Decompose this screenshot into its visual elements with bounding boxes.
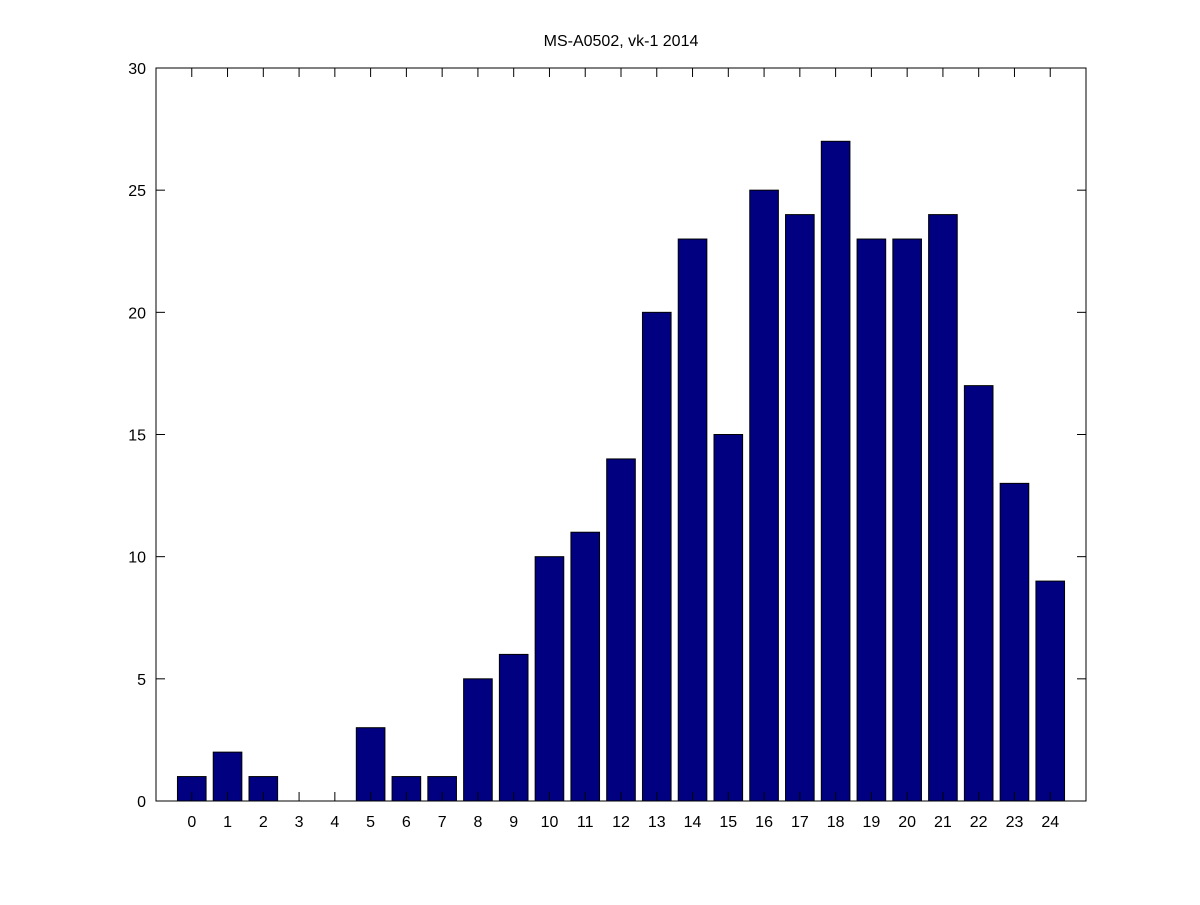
bar-8 [463, 678, 493, 802]
y-tick-label: 25 [128, 183, 146, 200]
bar-9 [498, 653, 529, 802]
x-tick-label: 24 [1041, 814, 1059, 831]
bar-11 [570, 531, 601, 802]
x-tick-label: 12 [612, 814, 630, 831]
bar-15 [713, 434, 744, 802]
x-tick-label: 16 [755, 814, 773, 831]
x-tick-label: 2 [259, 814, 268, 831]
x-tick-label: 20 [898, 814, 916, 831]
x-tick-label: 21 [934, 814, 952, 831]
bar-19 [856, 238, 887, 802]
x-tick-label: 18 [827, 814, 845, 831]
x-tick-label: 14 [684, 814, 702, 831]
x-tick-label: 7 [438, 814, 447, 831]
bar-17 [785, 214, 815, 802]
bar-20 [892, 238, 922, 802]
x-tick-label: 1 [223, 814, 232, 831]
x-tick-label: 22 [970, 814, 988, 831]
y-tick-label: 0 [137, 794, 146, 811]
bar-5 [355, 727, 386, 802]
x-tick-label: 6 [402, 814, 411, 831]
x-tick-label: 19 [862, 814, 880, 831]
x-tick-label: 23 [1006, 814, 1024, 831]
x-tick-label: 17 [791, 814, 809, 831]
y-tick-label: 5 [137, 672, 146, 689]
bar-10 [534, 556, 565, 802]
x-tick-label: 10 [541, 814, 559, 831]
x-tick-label: 8 [473, 814, 482, 831]
x-tick-label: 4 [330, 814, 339, 831]
bar-18 [820, 140, 851, 802]
bar-16 [749, 189, 779, 802]
bar-21 [928, 214, 958, 802]
bar-13 [641, 311, 672, 802]
x-tick-label: 13 [648, 814, 666, 831]
x-tick-label: 15 [719, 814, 737, 831]
y-tick-label: 20 [128, 305, 146, 322]
y-tick-label: 15 [128, 428, 146, 445]
x-tick-label: 3 [295, 814, 304, 831]
bar-14 [677, 238, 708, 802]
bar-22 [963, 385, 994, 802]
y-tick-label: 30 [128, 61, 146, 78]
chart-title: MS-A0502, vk-1 2014 [544, 33, 699, 50]
y-tick-label: 10 [128, 550, 146, 567]
bar-23 [999, 482, 1030, 802]
bar-12 [606, 458, 636, 802]
bar-24 [1035, 580, 1066, 802]
x-tick-label: 0 [187, 814, 196, 831]
x-tick-label: 9 [509, 814, 518, 831]
x-tick-label: 5 [366, 814, 375, 831]
x-tick-label: 11 [577, 814, 594, 831]
